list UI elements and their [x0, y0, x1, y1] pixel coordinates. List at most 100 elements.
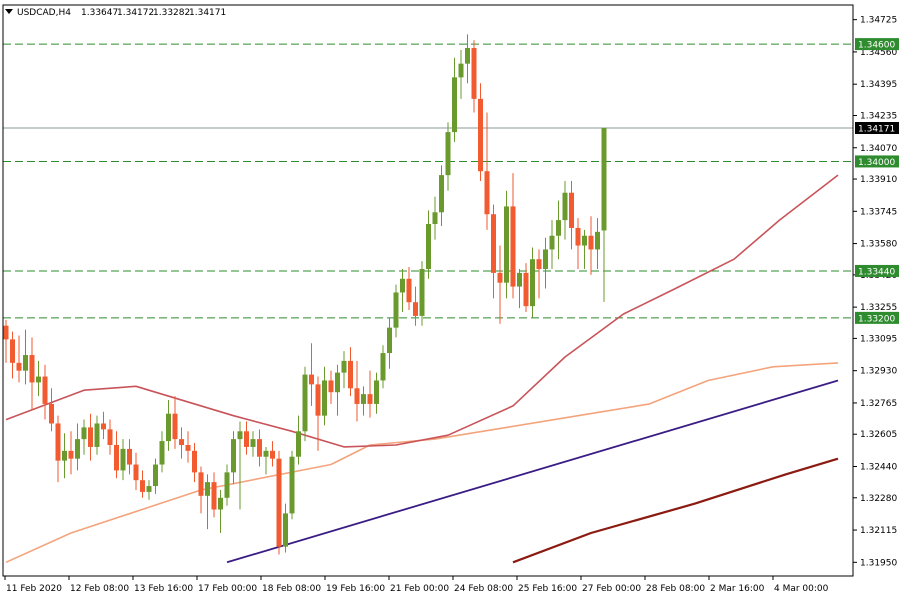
- bearish-candle: [497, 272, 503, 283]
- bullish-candle: [341, 360, 347, 373]
- bearish-candle: [354, 388, 360, 404]
- low-value: 1.33282: [153, 8, 190, 18]
- bearish-candle: [172, 413, 178, 440]
- y-tick-label: 1.32280: [860, 494, 897, 504]
- x-tick-label: 17 Feb 00:00: [198, 584, 257, 594]
- bearish-candle: [211, 482, 217, 510]
- y-tick-label: 1.32930: [860, 367, 897, 377]
- slow-moving-average-line: [5, 362, 839, 564]
- bearish-candle: [575, 227, 581, 246]
- x-tick-label: 4 Mar 00:00: [774, 584, 829, 594]
- bearish-candle: [107, 429, 113, 445]
- y-tick-label: 1.31950: [860, 558, 897, 568]
- level-label-box: [855, 155, 899, 168]
- x-tick-label: 21 Feb 00:00: [390, 584, 449, 594]
- bearish-candle: [101, 423, 106, 430]
- bullish-candle: [465, 48, 470, 64]
- bearish-candle: [29, 355, 35, 383]
- bearish-candle: [536, 259, 542, 269]
- close-value: 1.34171: [189, 8, 226, 18]
- y-tick-label: 1.33745: [860, 207, 897, 217]
- bullish-candle: [205, 482, 210, 496]
- x-tick-label: 25 Feb 16:00: [518, 584, 577, 594]
- open-value: 1.33647: [81, 8, 118, 18]
- bullish-candle: [218, 497, 223, 510]
- bullish-candle: [582, 235, 587, 246]
- current-price-label: 1.34171: [858, 124, 895, 134]
- bullish-candle: [426, 224, 431, 269]
- bullish-candle: [439, 175, 444, 213]
- y-tick-label: 1.32605: [860, 430, 897, 440]
- bullish-candle: [296, 431, 301, 457]
- bullish-candle: [393, 292, 399, 328]
- bullish-candle: [153, 464, 158, 487]
- bullish-candle: [36, 376, 41, 383]
- x-tick-label: 2 Mar 16:00: [710, 584, 765, 594]
- bearish-candle: [569, 192, 574, 228]
- candles: [3, 34, 607, 555]
- bearish-candle: [478, 98, 483, 172]
- bearish-candle: [413, 302, 418, 316]
- bullish-candle: [231, 439, 236, 473]
- bearish-candle: [348, 360, 353, 389]
- x-tick-label: 18 Feb 08:00: [262, 584, 321, 594]
- bullish-candle: [146, 486, 152, 492]
- x-tick-label: 28 Feb 08:00: [646, 584, 705, 594]
- x-tick-label: 11 Feb 2020: [6, 584, 62, 594]
- bearish-candle: [16, 362, 22, 371]
- bullish-candle: [504, 206, 509, 283]
- bearish-candle: [471, 48, 477, 99]
- bullish-candle: [120, 448, 126, 471]
- bearish-candle: [315, 384, 321, 416]
- bullish-candle: [283, 513, 288, 547]
- y-tick-label: 1.34395: [860, 80, 897, 90]
- bullish-candle: [159, 441, 165, 465]
- y-tick-label: 1.34560: [860, 48, 897, 58]
- bearish-candle: [10, 339, 15, 363]
- level-label-box: [855, 264, 899, 277]
- bullish-candle: [400, 278, 405, 293]
- x-tick-label: 24 Feb 08:00: [454, 584, 513, 594]
- x-tick-label: 13 Feb 16:00: [134, 584, 193, 594]
- bullish-candle: [335, 372, 340, 393]
- bullish-candle: [263, 450, 269, 457]
- bearish-candle: [198, 472, 204, 496]
- bearish-candle: [588, 235, 594, 250]
- bearish-candle: [55, 423, 61, 461]
- dropdown-triangle-icon[interactable]: [5, 9, 13, 14]
- y-tick-label: 1.33255: [860, 303, 897, 313]
- bearish-candle: [257, 439, 262, 457]
- bullish-candle: [224, 472, 230, 498]
- bearish-candle: [127, 448, 132, 465]
- bullish-candle: [361, 394, 366, 404]
- bullish-candle: [81, 427, 87, 440]
- level-label: 1.33440: [858, 267, 895, 277]
- bullish-candle: [374, 380, 379, 404]
- bullish-candle: [458, 63, 464, 78]
- long-moving-average-line: [512, 457, 839, 564]
- bearish-candle: [309, 374, 314, 385]
- bearish-candle: [192, 450, 197, 473]
- y-tick-label: 1.33580: [860, 240, 897, 250]
- bullish-candle: [419, 268, 425, 316]
- bearish-candle: [367, 394, 373, 404]
- trend-line: [226, 379, 839, 564]
- bullish-candle: [549, 235, 555, 250]
- bearish-candle: [406, 278, 412, 303]
- bearish-candle: [328, 380, 334, 393]
- symbol-label: USDCAD,H4: [17, 8, 71, 18]
- current-price-label-box: [855, 121, 899, 134]
- bullish-candle: [62, 450, 67, 461]
- bullish-candle: [562, 192, 568, 221]
- bullish-candle: [445, 132, 451, 176]
- indicator-lines: [5, 174, 839, 564]
- bullish-candle: [556, 220, 561, 236]
- bearish-candle: [179, 439, 184, 445]
- bearish-candle: [133, 464, 139, 481]
- bullish-candle: [432, 212, 438, 225]
- y-tick-label: 1.32765: [860, 399, 897, 409]
- bullish-candle: [23, 355, 28, 371]
- bullish-candle: [322, 380, 327, 416]
